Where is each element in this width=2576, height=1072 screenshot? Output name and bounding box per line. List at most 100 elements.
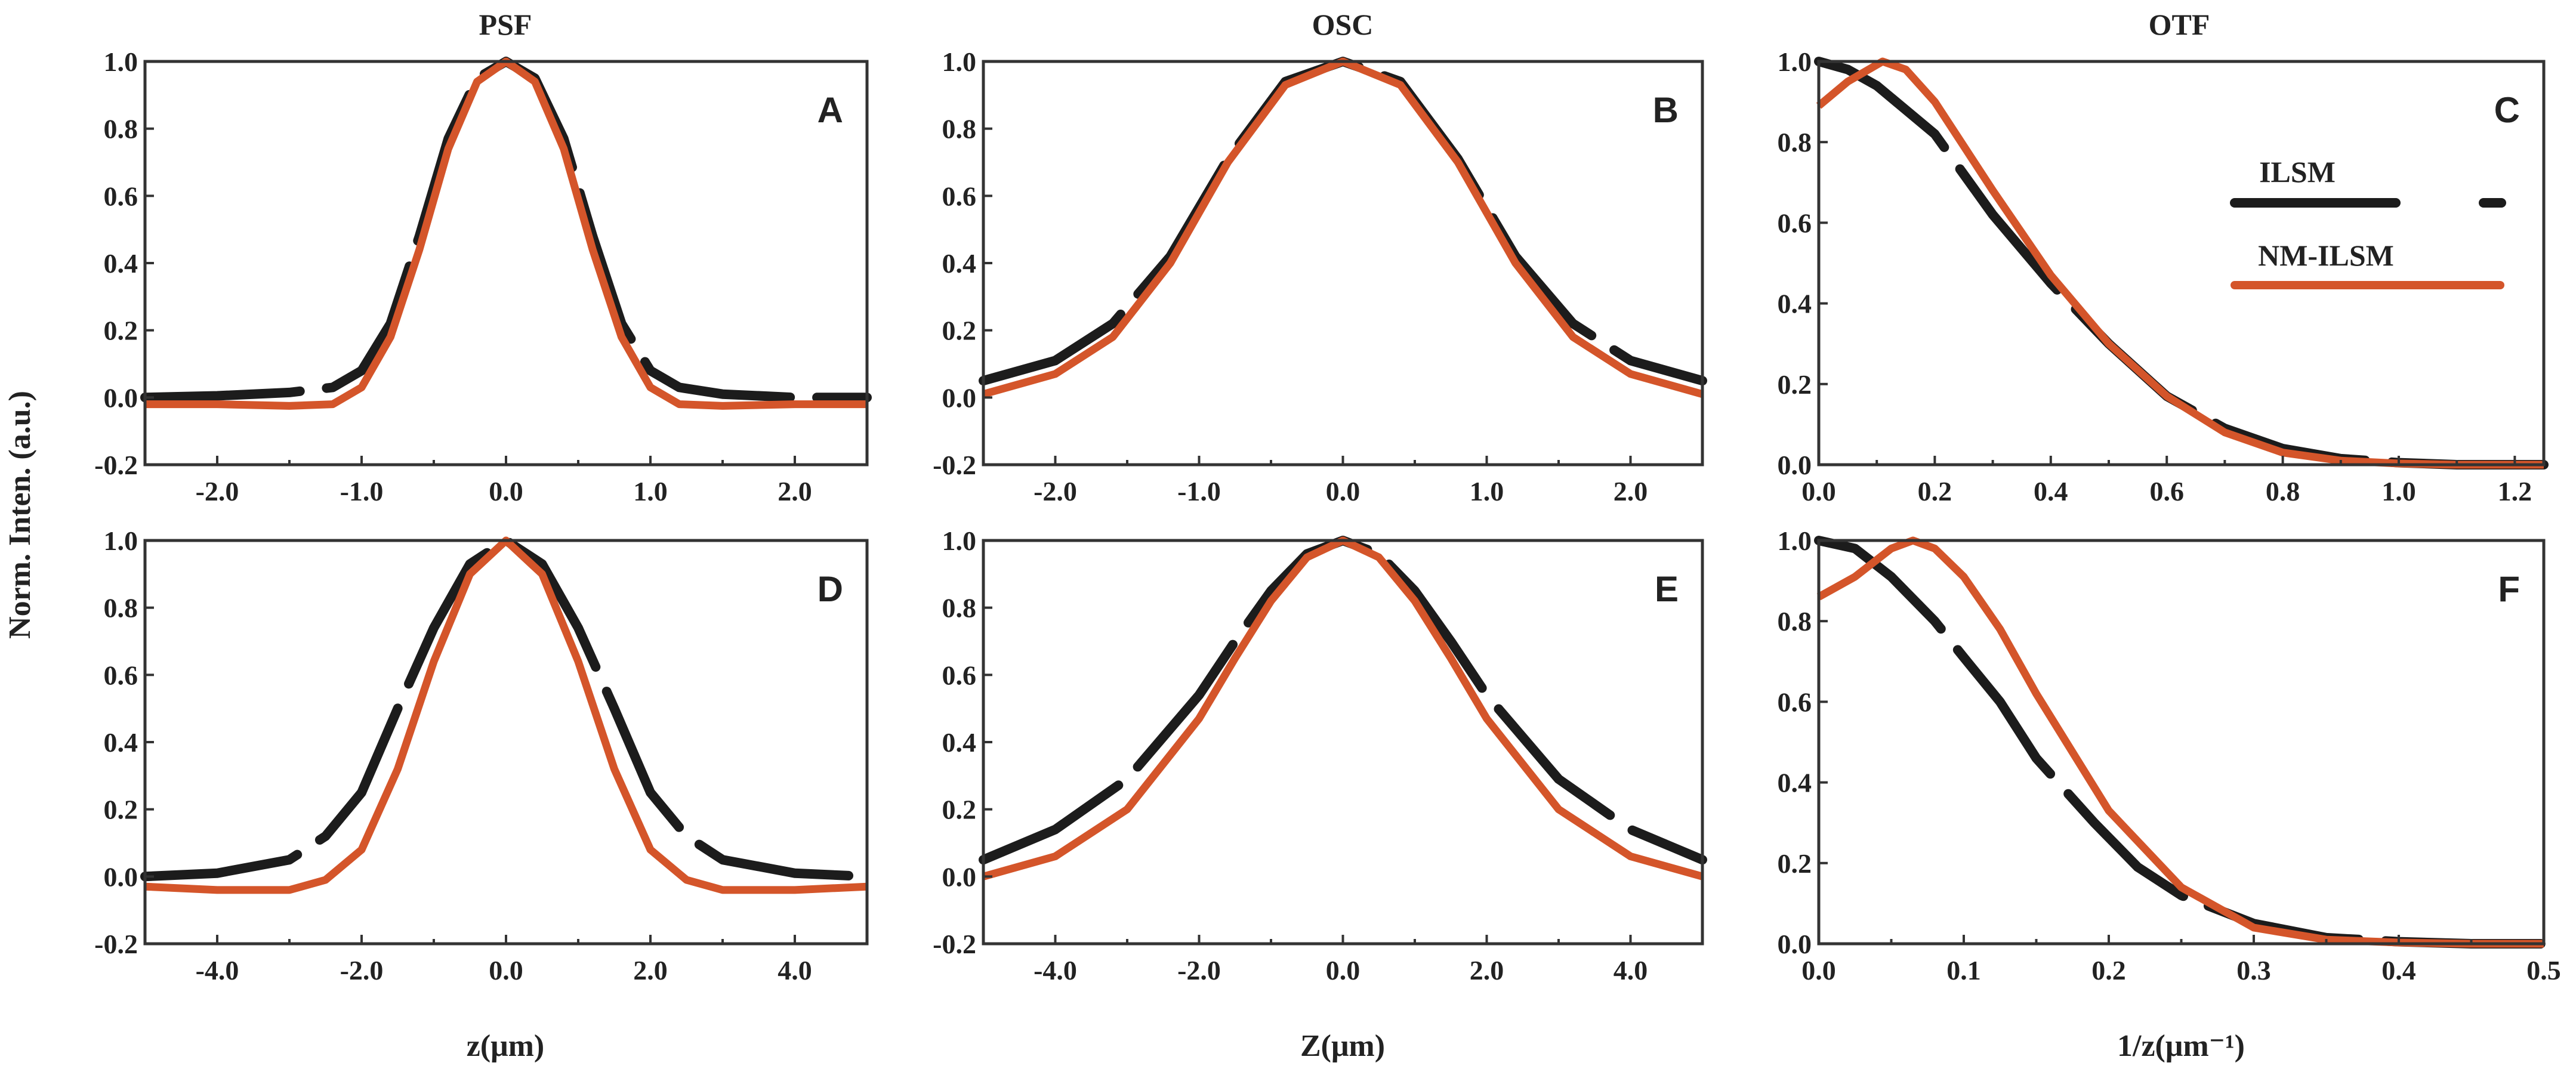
panel-a-letter: A — [817, 90, 843, 130]
panel-e-series-nm-ilsm — [982, 536, 1704, 881]
panel-e-y-tick-label: 0.0 — [942, 861, 977, 892]
panel-d-y-tick-label: 0.8 — [104, 593, 138, 623]
panel-f-y-tick-label: 0.0 — [1778, 929, 1812, 959]
panels: -2.0 -1.0 0.0 1.0 2.0 -0.2 0.0 0.2 0.4 0.6 0.8 1.0 A… — [94, 47, 2561, 986]
panel-c-y-tick-label: 1.0 — [1778, 47, 1812, 77]
panel-a-y-tick-label: -0.2 — [94, 450, 138, 480]
panel-d-frame — [143, 539, 869, 946]
panel-e-y-tick-label: 0.4 — [942, 727, 977, 758]
panel-c-y-tick-label: 0.6 — [1778, 208, 1812, 238]
panel-a-x-tick-label: -2.0 — [196, 476, 239, 506]
legend: ILSM NM-ILSM — [2230, 155, 2506, 289]
panel-b-y-tick-label: 1.0 — [942, 47, 977, 77]
panel-a-x-tick-label: 1.0 — [633, 476, 668, 506]
panel-a-y-tick-label: 0.6 — [104, 181, 138, 211]
panel-d-y-tick-label: 1.0 — [104, 526, 138, 556]
panel-f-x-tick-label: 0.3 — [2236, 955, 2271, 986]
panel-d-x-tick-label: -4.0 — [196, 955, 239, 986]
panel-b-x-tick-label: 1.0 — [1470, 476, 1504, 506]
panel-c-series-nm-ilsm — [1816, 57, 2544, 469]
panel-e-y-tick-label: 0.2 — [942, 795, 977, 825]
panel-b-series-ilsm — [979, 57, 1707, 386]
panel-b-series-nm-ilsm — [982, 57, 1704, 398]
panel-b-y-tick-label: 0.0 — [942, 382, 977, 413]
panel-c-x-tick-label: 0.2 — [1918, 476, 1952, 506]
panel-d-x-tick-label: -2.0 — [340, 955, 384, 986]
panel-c-letter: C — [2494, 90, 2520, 130]
panel-f: 0.0 0.1 0.2 0.3 0.4 0.5 0.0 0.2 0.4 0.6 0.8 1.0 F — [1778, 526, 2561, 986]
panel-c-y-tick-label: 0.0 — [1778, 450, 1812, 480]
panel-f-x-tick-label: 0.2 — [2091, 955, 2126, 986]
panel-d-y-tick-label: 0.4 — [104, 727, 138, 758]
panel-a-x-tick-label: 0.0 — [489, 476, 523, 506]
panel-e-y-tick-label: -0.2 — [933, 929, 976, 959]
panel-c-x-tick-label: 0.8 — [2266, 476, 2300, 506]
y-axis-label: Norm. Inten. (a.u.) — [3, 391, 37, 639]
panel-c-y-tick-label: 0.4 — [1778, 289, 1812, 319]
panel-c-x-tick-label: 1.0 — [2381, 476, 2416, 506]
panel-e-x-tick-label: 2.0 — [1470, 955, 1504, 986]
panel-e-x-tick-label: -4.0 — [1034, 955, 1077, 986]
x-axis-label-z: z(μm) — [467, 1029, 545, 1063]
panel-f-x-tick-label: 0.1 — [1946, 955, 1981, 986]
panel-d-y-tick-label: 0.0 — [104, 861, 138, 892]
panel-f-y-tick-label: 0.2 — [1778, 848, 1812, 879]
panel-a-y-tick-label: 0.8 — [104, 114, 138, 144]
panel-e-letter: E — [1655, 569, 1679, 609]
panel-b: -2.0 -1.0 0.0 1.0 2.0 -0.2 0.0 0.2 0.4 0.6 0.8 1.0 B — [933, 47, 1707, 506]
panel-b-letter: B — [1653, 90, 1679, 130]
panel-f-y-tick-label: 0.8 — [1778, 606, 1812, 637]
panel-d-x-tick-label: 2.0 — [633, 955, 668, 986]
legend-label-nm-ilsm: NM-ILSM — [2258, 239, 2394, 272]
panel-d-series-ilsm — [140, 536, 872, 882]
panel-c-x-tick-label: 1.2 — [2498, 476, 2532, 506]
panel-c-x-tick-label: 0.4 — [2034, 476, 2068, 506]
column-title-otf: OTF — [2149, 8, 2210, 41]
panel-d-x-tick-label: 0.0 — [489, 955, 523, 986]
panel-a-x-tick-label: -1.0 — [340, 476, 384, 506]
panel-d-y-tick-label: -0.2 — [94, 929, 138, 959]
panel-a-y-tick-label: 1.0 — [104, 47, 138, 77]
panel-b-y-tick-label: 0.6 — [942, 181, 977, 211]
panel-c-frame — [1817, 60, 2546, 467]
panel-e-y-tick-label: 1.0 — [942, 526, 977, 556]
panel-f-y-tick-label: 1.0 — [1778, 526, 1812, 556]
panel-b-x-tick-label: -2.0 — [1034, 476, 1077, 506]
panel-d-x-tick-label: 4.0 — [778, 955, 812, 986]
panel-b-y-tick-label: 0.4 — [942, 248, 977, 279]
panel-b-x-tick-label: -1.0 — [1177, 476, 1221, 506]
panel-e-series-ilsm — [979, 536, 1707, 865]
panel-f-x-tick-label: 0.5 — [2526, 955, 2561, 986]
panel-b-y-tick-label: -0.2 — [933, 450, 976, 480]
column-title-osc: OSC — [1312, 8, 1374, 41]
panel-e-x-tick-label: -2.0 — [1177, 955, 1221, 986]
panel-f-series-ilsm — [1814, 536, 2549, 949]
panel-a-x-tick-label: 2.0 — [778, 476, 812, 506]
panel-e-y-tick-label: 0.6 — [942, 660, 977, 690]
panel-c-x-tick-label: 0.6 — [2149, 476, 2184, 506]
panel-a-y-tick-label: 0.0 — [104, 382, 138, 413]
panel-e-x-tick-label: 4.0 — [1614, 955, 1648, 986]
x-axis-label-capital-z: Z(μm) — [1300, 1029, 1385, 1063]
panel-d: -4.0 -2.0 0.0 2.0 4.0 -0.2 0.0 0.2 0.4 0.6 0.8 1.0 D — [94, 526, 872, 986]
panel-b-x-tick-label: 0.0 — [1326, 476, 1361, 506]
panel-d-y-tick-label: 0.2 — [104, 795, 138, 825]
panel-c-x-tick-label: 0.0 — [1801, 476, 1836, 506]
panel-f-x-tick-label: 0.4 — [2381, 955, 2416, 986]
panel-c: 0.0 0.2 0.4 0.6 0.8 1.0 1.2 0.0 0.2 0.4 0.6 0.8 1.0 C — [1778, 47, 2549, 506]
x-axis-label-inverse-z: 1/z(μm⁻¹) — [2117, 1029, 2245, 1063]
panel-d-letter: D — [817, 569, 843, 609]
panel-f-y-tick-label: 0.6 — [1778, 687, 1812, 717]
panel-e: -4.0 -2.0 0.0 2.0 4.0 -0.2 0.0 0.2 0.4 0.6 0.8 1.0 E — [933, 526, 1707, 986]
panel-b-frame — [982, 60, 1704, 467]
panel-c-y-tick-label: 0.8 — [1778, 127, 1812, 157]
panel-a-series-ilsm — [140, 57, 872, 403]
panel-a-series-nm-ilsm — [145, 57, 867, 410]
panel-e-frame — [982, 539, 1704, 946]
panel-e-y-tick-label: 0.8 — [942, 593, 977, 623]
legend-label-ilsm: ILSM — [2259, 155, 2336, 189]
panel-d-y-tick-label: 0.6 — [104, 660, 138, 690]
panel-f-letter: F — [2498, 569, 2520, 609]
panel-b-y-tick-label: 0.2 — [942, 316, 977, 346]
